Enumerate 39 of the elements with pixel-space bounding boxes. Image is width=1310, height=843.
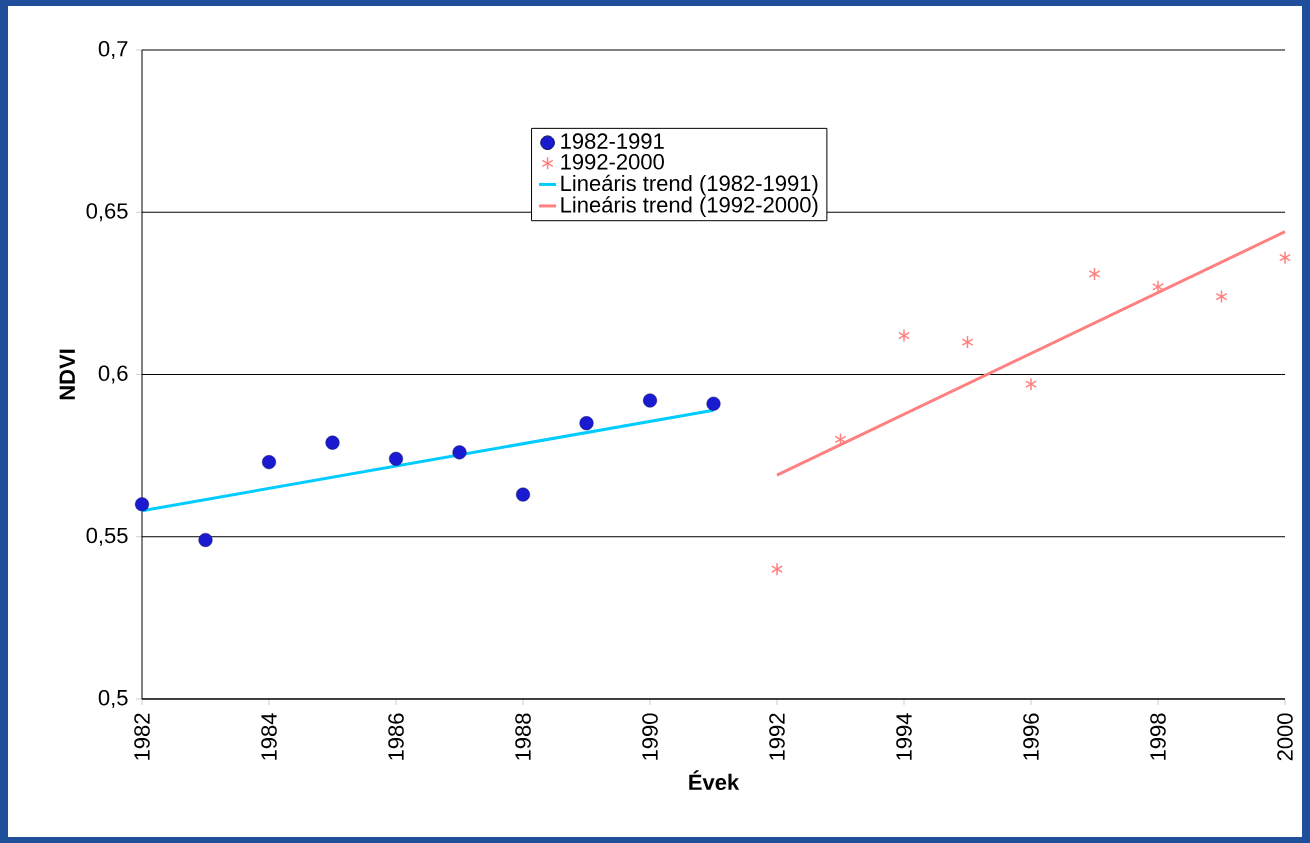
point — [135, 497, 150, 512]
y-tick-label: 0,7 — [98, 40, 128, 60]
x-tick-label: 1988 — [515, 713, 531, 760]
y-tick-label: 0,65 — [86, 203, 128, 222]
point — [1279, 250, 1291, 265]
legend-label: Lineáris trend (1992-2000) — [561, 196, 818, 217]
point — [643, 393, 657, 408]
x-tick-label: 1994 — [896, 713, 912, 760]
legend-label: Lineáris trend (1982-1991) — [561, 174, 818, 196]
point — [771, 562, 783, 576]
point — [198, 532, 213, 547]
point — [1215, 289, 1228, 304]
x-tick-label: 1990 — [642, 713, 658, 760]
point — [1088, 267, 1101, 281]
point — [706, 396, 721, 411]
x-tick-label: 1986 — [388, 713, 404, 760]
y-tick-label: 0,55 — [86, 527, 128, 546]
point — [262, 455, 277, 470]
point — [452, 445, 467, 460]
x-tick-label: 1984 — [261, 713, 277, 760]
x-tick-label: 1982 — [134, 713, 150, 760]
x-tick-label: 2000 — [1277, 713, 1293, 761]
x-tick-label: 1998 — [1150, 713, 1166, 760]
y-tick-label: 0,6 — [98, 365, 128, 384]
point — [1025, 377, 1037, 391]
x-tick-label: 1992 — [769, 713, 785, 760]
legend-label: 1992-2000 — [561, 154, 664, 170]
point — [516, 487, 530, 502]
point — [579, 416, 594, 431]
point — [389, 451, 404, 466]
point — [961, 335, 974, 349]
y-tick-label: 0,5 — [98, 689, 128, 709]
legend-label: 1982-1991 — [561, 133, 664, 149]
y-axis-title: NDVI — [59, 349, 75, 400]
x-axis-title: Évek — [689, 770, 740, 791]
point — [1152, 280, 1164, 294]
x-tick-label: 1996 — [1023, 713, 1039, 760]
point — [898, 328, 910, 343]
point — [325, 435, 340, 450]
